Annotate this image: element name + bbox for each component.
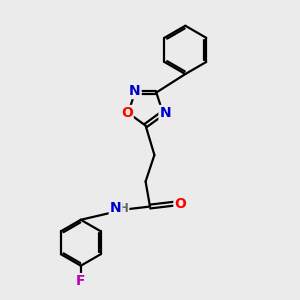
Text: F: F (76, 274, 86, 288)
Text: N: N (129, 84, 141, 98)
Text: N: N (160, 106, 171, 120)
Text: O: O (174, 196, 186, 211)
Text: H: H (118, 202, 128, 214)
Text: O: O (121, 106, 133, 120)
Text: N: N (110, 201, 122, 215)
